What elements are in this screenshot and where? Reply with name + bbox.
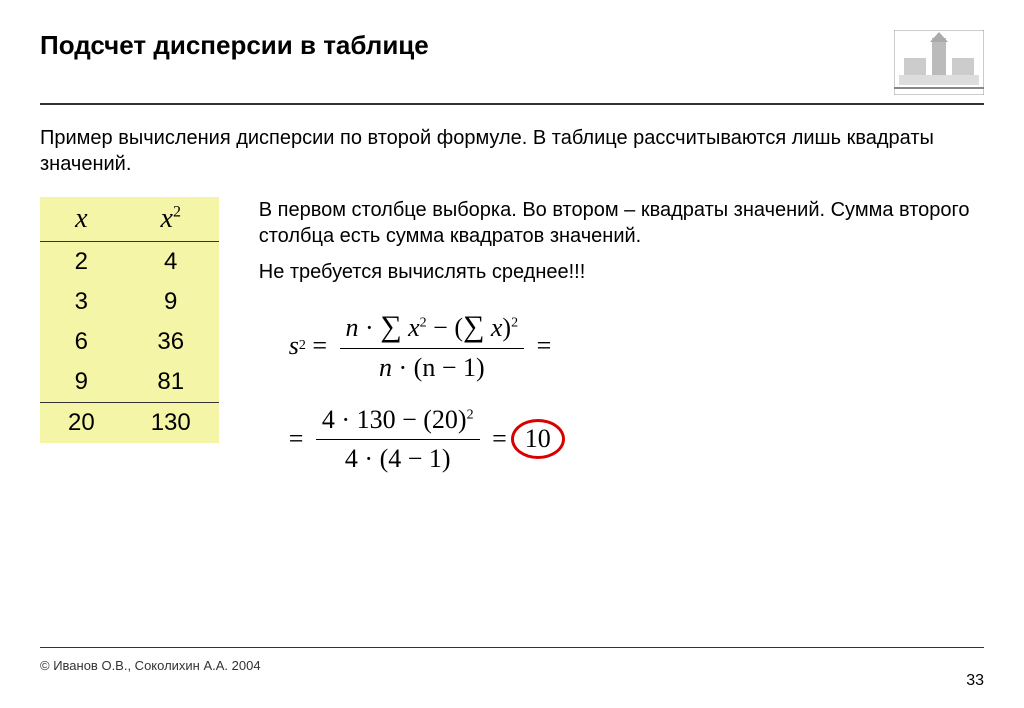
formula-block: s2 = n · ∑ x2 − (∑ x)2 n · (n − 1) — [289, 305, 984, 477]
table-row: 24 — [40, 242, 219, 283]
explanation-p2: Не требуется вычислять среднее!!! — [259, 259, 984, 285]
data-table: x x2 24 39 636 981 20130 — [40, 197, 219, 443]
table-row: 39 — [40, 282, 219, 322]
formula-calculation: = 4 · 130 − (20)2 4 · (4 − 1) = 10 — [289, 401, 984, 478]
slide-title: Подсчет дисперсии в таблице — [40, 30, 429, 61]
formula-general: s2 = n · ∑ x2 − (∑ x)2 n · (n − 1) — [289, 305, 984, 387]
col-header-x: x — [40, 197, 123, 242]
page-number: 33 — [966, 672, 984, 690]
footer-divider — [40, 647, 984, 648]
result-highlight: 10 — [511, 419, 565, 459]
intro-text: Пример вычисления дисперсии по второй фо… — [40, 125, 984, 177]
table-row: 636 — [40, 322, 219, 362]
table-sum-row: 20130 — [40, 403, 219, 444]
institution-logo — [894, 30, 984, 95]
copyright: © Иванов О.В., Соколихин А.А. 2004 — [40, 658, 261, 673]
data-table-block: x x2 24 39 636 981 20130 — [40, 197, 219, 491]
table-row: 981 — [40, 362, 219, 403]
col-header-x2: x2 — [123, 197, 219, 242]
explanation-p1: В первом столбце выборка. Во втором – кв… — [259, 197, 984, 249]
